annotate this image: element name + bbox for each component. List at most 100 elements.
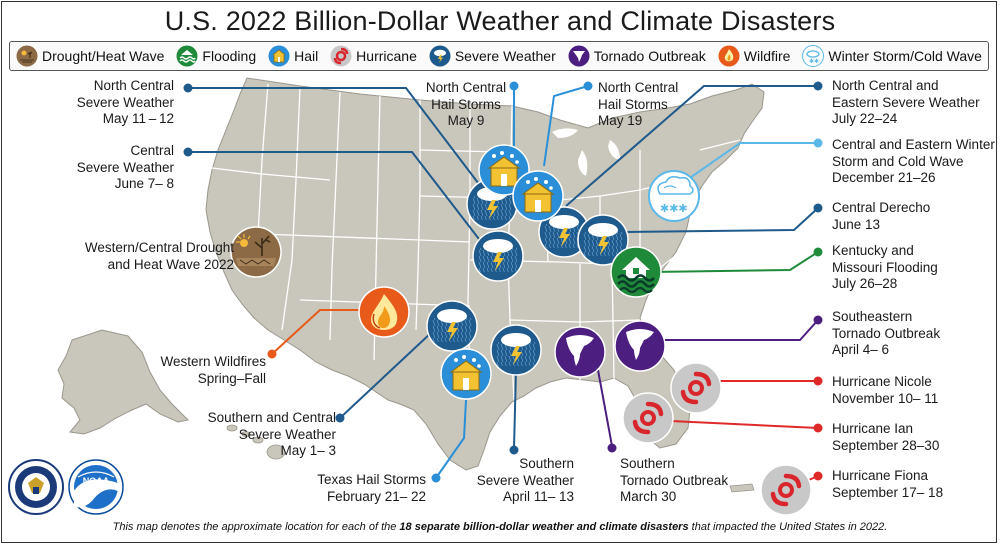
connector-nce-severe [565, 85, 818, 207]
label-line: Hurricane Ian [832, 421, 914, 436]
label-line: Tornado Outbreak [620, 472, 729, 488]
label-line: September 28–30 [832, 437, 940, 453]
tornado-icon [614, 320, 666, 372]
label-line: North Central [598, 80, 679, 95]
label-line: North Central [93, 78, 174, 93]
hurricane-icon [670, 362, 722, 414]
label-line: March 30 [620, 489, 677, 504]
flooding-icon [176, 45, 198, 67]
wildfire-icon [718, 45, 740, 67]
label-central-severe: Central Severe Weather June 7– 8 [77, 143, 174, 193]
page-title: U.S. 2022 Billion-Dollar Weather and Cli… [164, 6, 836, 36]
footnote-prefix: This map denotes the approximate locatio… [112, 521, 400, 533]
legend-item-drought: Drought/Heat Wave [16, 45, 164, 67]
label-flooding: Kentucky and Missouri Flooding July 26–2… [832, 243, 938, 293]
connector-flooding [651, 251, 819, 273]
label-line: Severe Weather [76, 94, 174, 110]
severe-weather-icon [490, 324, 542, 376]
tornado-icon [568, 45, 590, 67]
label-line: Kentucky and [832, 243, 914, 258]
label-line: Hurricane Nicole [832, 374, 932, 389]
hail-icons [440, 144, 564, 400]
puerto-rico-shape [729, 483, 755, 493]
connector-tx-hail [435, 399, 467, 479]
label-line: Southern and Central [207, 410, 336, 425]
legend-label-hail: Hail [294, 48, 319, 64]
label-sc-severe: Southern and Central Severe Weather May … [208, 410, 336, 460]
severe-weather-icon [538, 206, 590, 258]
label-fiona: Hurricane Fiona September 17– 18 [832, 468, 943, 501]
severe-weather-icons [426, 178, 629, 376]
hail-icon [268, 45, 290, 67]
legend-item-hail: Hail [268, 45, 318, 67]
hurricane-icon [760, 464, 812, 516]
label-line: July 22–24 [832, 111, 898, 126]
label-line: Missouri Flooding [832, 259, 938, 275]
label-line: June 7– 8 [114, 176, 174, 191]
label-hail-may9: North Central Hail Storms May 9 [424, 80, 508, 130]
svg-text:✱✱: ✱✱ [809, 58, 819, 65]
label-line: Hail Storms [431, 96, 501, 112]
hail-icon [512, 170, 564, 222]
connector-s-severe [513, 369, 517, 449]
hail-icon [440, 348, 492, 400]
alaska-shape [57, 329, 190, 435]
legend-label-winter: Winter Storm/Cold Wave [828, 48, 982, 64]
legend-label-severe: Severe Weather [454, 48, 556, 64]
label-line: North Central [425, 80, 507, 95]
hurricane-icon [622, 392, 674, 444]
legend-label-wildfire: Wildfire [743, 48, 791, 64]
label-line: Storm and Cold Wave [832, 153, 964, 169]
label-line: Hurricane Fiona [832, 468, 929, 483]
drought-icon [230, 226, 282, 278]
connector-central-severe [188, 151, 493, 257]
connector-sc-severe [339, 331, 433, 419]
label-line: Southeastern [832, 309, 913, 324]
winter-storm-icon: ✱✱ [802, 45, 825, 67]
label-wildfires: Western Wildfires Spring–Fall [160, 354, 266, 387]
label-s-tornado: Southern Tornado Outbreak March 30 [620, 456, 728, 506]
label-line: Hail Storms [598, 96, 668, 112]
label-line: May 9 [447, 113, 485, 128]
label-line: Central Derecho [832, 200, 931, 215]
footnote-bold: 18 separate billion-dollar weather and c… [399, 521, 689, 533]
legend-item-flooding: Flooding [176, 45, 256, 67]
label-line: February 21– 22 [326, 488, 426, 504]
label-line: Severe Weather [76, 159, 174, 175]
legend-item-wildfire: Wildfire [718, 45, 791, 67]
severe-weather-icon [429, 45, 451, 67]
label-nicole: Hurricane Nicole November 10– 11 [832, 374, 938, 407]
label-line: Texas Hail Storms [317, 472, 426, 487]
connector-ian [649, 419, 819, 429]
legend-item-tornado: Tornado Outbreak [568, 45, 706, 67]
label-line: June 13 [832, 216, 881, 232]
label-tx-hail: Texas Hail Storms February 21– 22 [317, 472, 426, 505]
label-line: May 1– 3 [280, 443, 336, 458]
department-of-commerce-seal [8, 459, 64, 515]
connector-derecho [625, 207, 819, 233]
legend-item-winter: ✱✱ Winter Storm/Cold Wave [802, 45, 982, 67]
great-lakes-michigan [578, 150, 588, 176]
label-line: Western/Central Drought [84, 240, 234, 255]
connector-winter [683, 142, 818, 183]
label-drought: Western/Central Drought and Heat Wave 20… [85, 240, 234, 273]
label-line: Eastern Severe Weather [832, 94, 980, 110]
label-line: Southern [620, 456, 675, 471]
connector-dots [183, 81, 823, 483]
label-line: May 11 – 12 [102, 111, 174, 126]
label-line: Western Wildfires [160, 354, 266, 369]
label-line: November 10– 11 [832, 390, 939, 406]
winter-storm-icon: ✱✱✱ [648, 170, 700, 222]
label-line: April 4– 6 [832, 342, 890, 357]
tornado-icon [554, 326, 606, 378]
label-nc-severe: North Central Severe Weather May 11 – 12 [77, 78, 174, 128]
label-nce-severe: North Central and Eastern Severe Weather… [832, 78, 980, 128]
footnote-suffix: that impacted the United States in 2022. [688, 521, 888, 533]
label-line: December 21–26 [832, 170, 936, 185]
connector-hail-may19 [543, 85, 589, 167]
label-line: September 17– 18 [832, 484, 944, 500]
label-ian: Hurricane Ian September 28–30 [832, 421, 939, 454]
label-line: May 19 [598, 113, 643, 128]
label-se-tornado: Southeastern Tornado Outbreak April 4– 6 [832, 309, 940, 359]
